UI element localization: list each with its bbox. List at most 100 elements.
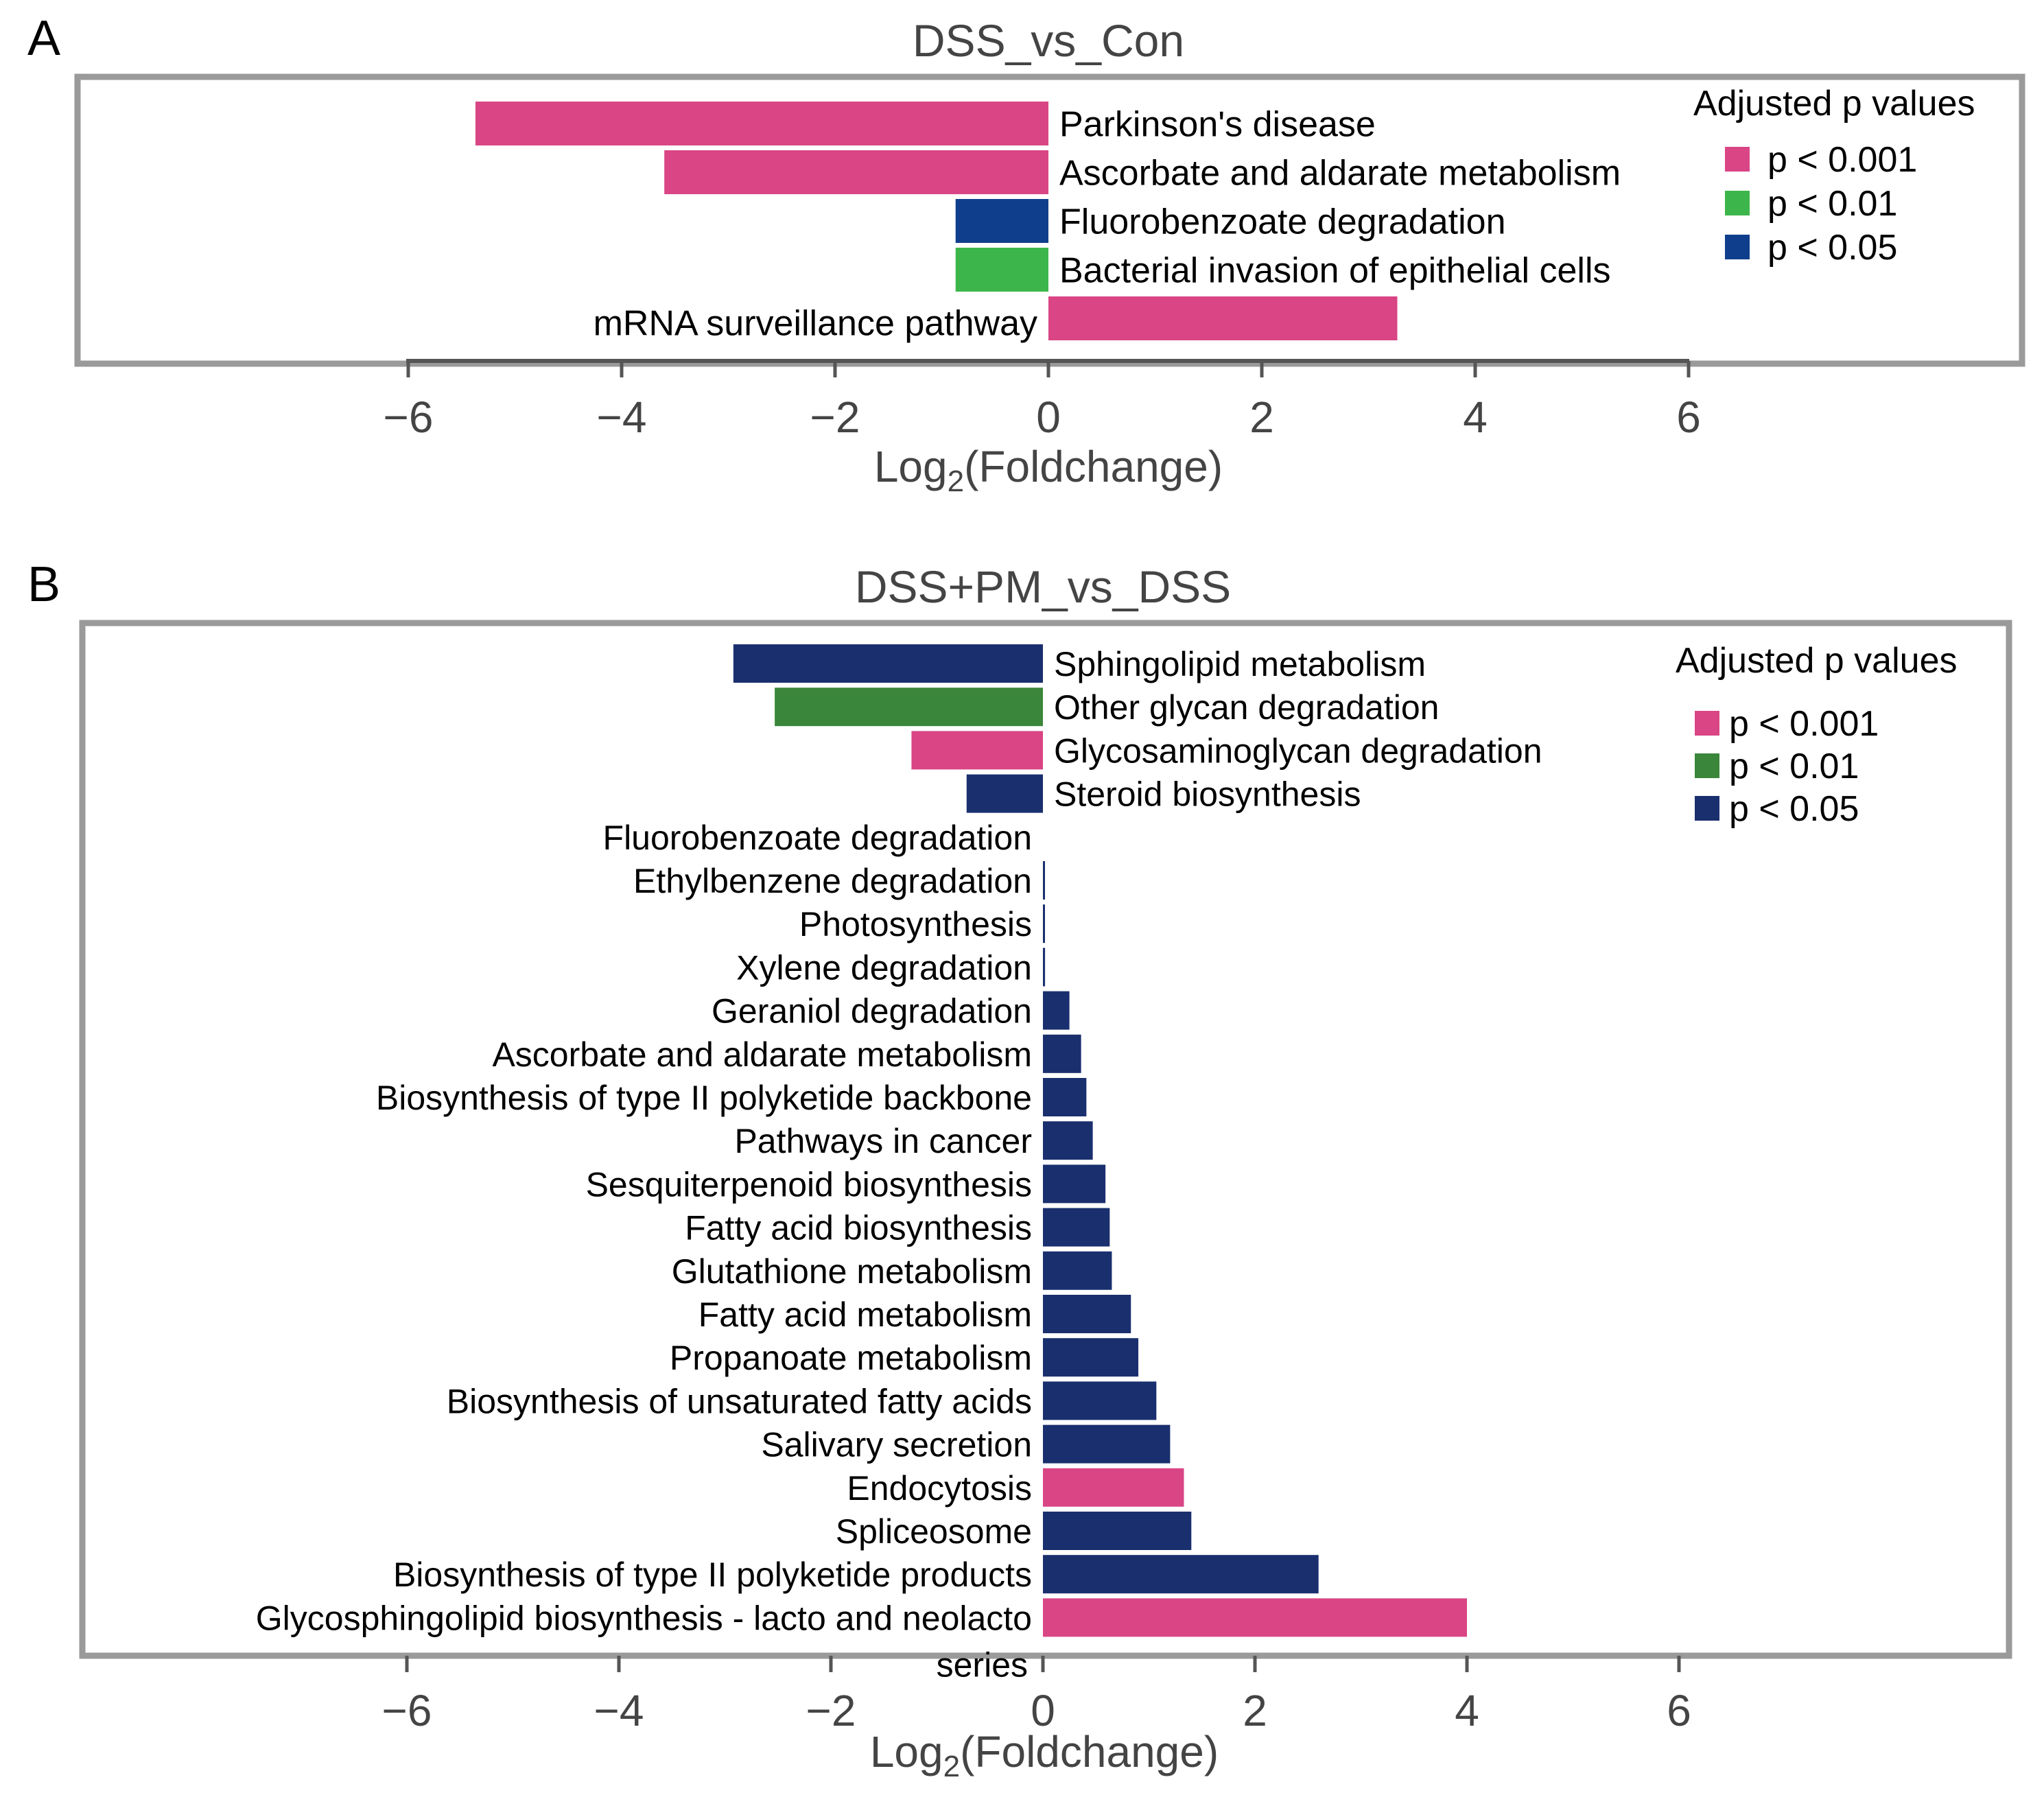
bar: [775, 688, 1043, 727]
panel-b-bars: [733, 644, 1467, 1637]
category-label: Fluorobenzoate degradation: [603, 819, 1032, 857]
bar: [1043, 904, 1045, 943]
legend-swatch: [1695, 796, 1719, 821]
bar: [1043, 1078, 1087, 1116]
panel-a-bars: [475, 102, 1398, 340]
category-label: Glycosphingolipid biosynthesis - lacto a…: [256, 1599, 1032, 1684]
category-label: Sesquiterpenoid biosynthesis: [586, 1165, 1032, 1204]
bar: [955, 199, 1048, 243]
panel-b-x-ticks: −6 −4 −2 0 2 4 6: [382, 1656, 1691, 1735]
x-tick-label: −6: [384, 392, 434, 442]
category-label: Salivary secretion: [761, 1426, 1032, 1464]
bar: [1043, 1598, 1467, 1637]
category-label: Propanoate metabolism: [670, 1339, 1032, 1377]
category-label: Fluorobenzoate degradation: [1059, 202, 1505, 242]
x-tick-label: 6: [1667, 1686, 1691, 1735]
bar: [1043, 948, 1046, 987]
bar: [1043, 1468, 1184, 1507]
category-label: Fatty acid metabolism: [698, 1295, 1032, 1334]
panel-a-category-labels: Parkinson's disease Ascorbate and aldarat…: [594, 105, 1621, 344]
bar: [1043, 1295, 1131, 1333]
x-tick-label: 2: [1249, 392, 1274, 442]
panel-b-frame: [79, 620, 2012, 1659]
category-label: Other glycan degradation: [1054, 688, 1439, 727]
x-tick-label: −2: [806, 1686, 856, 1735]
panel-a-x-axis-label: Log2(Foldchange): [874, 442, 1223, 498]
bar: [1043, 1121, 1093, 1160]
category-label: Steroid biosynthesis: [1054, 775, 1361, 814]
category-label: Photosynthesis: [799, 905, 1032, 943]
x-tick-label: −6: [382, 1686, 432, 1735]
legend-label: p < 0.01: [1767, 184, 1897, 224]
legend-swatch: [1695, 711, 1719, 736]
panel-a-label: A: [27, 11, 60, 66]
x-tick-label: 4: [1455, 1686, 1479, 1735]
category-label: Glutathione metabolism: [672, 1252, 1032, 1291]
bar: [475, 102, 1048, 145]
panel-a-legend-title: Adjusted p values: [1693, 84, 1975, 124]
bar: [1043, 991, 1070, 1030]
category-label: Parkinson's disease: [1059, 105, 1376, 145]
category-label: Ascorbate and aldarate metabolism: [492, 1035, 1032, 1074]
panel-b-category-labels: Sphingolipid metabolism Other glycan degr…: [256, 645, 1542, 1684]
x-tick-label: −2: [810, 392, 860, 442]
bar: [1043, 1338, 1139, 1377]
category-label: Pathways in cancer: [734, 1122, 1032, 1160]
x-tick-label: 6: [1676, 392, 1701, 442]
category-label: Fatty acid biosynthesis: [685, 1209, 1032, 1247]
bar: [1043, 1034, 1081, 1073]
bar: [1043, 861, 1045, 900]
bar: [1043, 1555, 1319, 1594]
panel-a-x-ticks: −6 −4 −2 0 2 4 6: [384, 361, 1701, 442]
bar: [1043, 1251, 1112, 1290]
category-label: Biosynthesis of type II polyketide produ…: [393, 1556, 1032, 1594]
x-tick-label: 0: [1036, 392, 1061, 442]
panel-b-label: B: [27, 557, 60, 612]
legend-swatch: [1725, 235, 1750, 259]
bar: [911, 731, 1043, 770]
category-label: mRNA surveillance pathway: [594, 304, 1037, 344]
bar: [1043, 1164, 1106, 1204]
legend-swatch: [1725, 191, 1750, 215]
legend-label: p < 0.05: [1767, 228, 1897, 268]
category-label: Glycosaminoglycan degradation: [1054, 731, 1542, 770]
x-tick-label: −4: [597, 392, 647, 442]
bar: [955, 248, 1048, 292]
category-label: Bacterial invasion of epithelial cells: [1059, 251, 1611, 291]
panel-a-title: DSS_vs_Con: [913, 15, 1184, 66]
bar: [1043, 1424, 1171, 1464]
category-label: Biosynthesis of type II polyketide backb…: [376, 1079, 1032, 1117]
x-tick-label: 0: [1031, 1686, 1055, 1735]
legend-label: p < 0.001: [1729, 704, 1879, 744]
legend-label: p < 0.01: [1729, 747, 1859, 786]
bar: [1048, 296, 1398, 340]
panel-b-title: DSS+PM_vs_DSS: [855, 561, 1231, 612]
panel-b: B DSS+PM_vs_DSS Sphingolipid metabolism O…: [27, 557, 2012, 1783]
category-label: Geraniol degradation: [712, 992, 1032, 1031]
category-label: Ascorbate and aldarate metabolism: [1059, 154, 1621, 193]
category-label: Biosynthesis of unsaturated fatty acids: [447, 1382, 1032, 1420]
bar: [1043, 1512, 1192, 1550]
category-label: Endocytosis: [847, 1469, 1032, 1507]
x-tick-label: 4: [1463, 392, 1488, 442]
legend-label: p < 0.05: [1729, 789, 1859, 829]
legend-swatch: [1725, 147, 1750, 172]
bar: [664, 150, 1048, 194]
bar: [733, 644, 1043, 683]
legend-label: p < 0.001: [1767, 140, 1917, 180]
category-label: Spliceosome: [836, 1512, 1032, 1551]
x-tick-label: 2: [1243, 1686, 1267, 1735]
bar: [966, 774, 1043, 813]
category-label: Xylene degradation: [736, 948, 1032, 987]
legend-swatch: [1695, 753, 1719, 778]
bar: [1043, 1208, 1110, 1247]
category-label: Sphingolipid metabolism: [1054, 645, 1426, 683]
bar: [1043, 1381, 1157, 1420]
panel-b-x-axis-label: Log2(Foldchange): [870, 1727, 1219, 1783]
panel-b-legend-title: Adjusted p values: [1676, 641, 1958, 681]
